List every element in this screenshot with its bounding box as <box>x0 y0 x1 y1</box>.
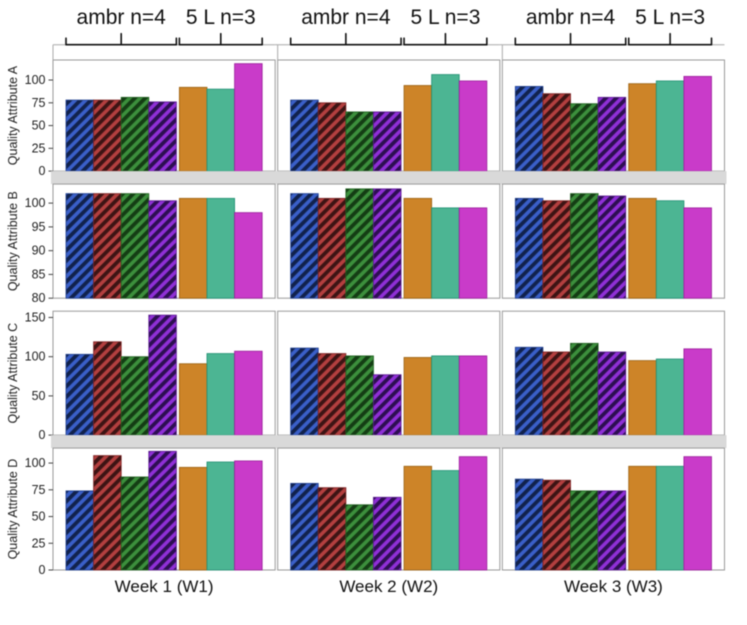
svg-text:90: 90 <box>32 244 46 258</box>
svg-text:Week 3 (W3): Week 3 (W3) <box>564 577 663 596</box>
svg-text:Week 1 (W1): Week 1 (W1) <box>115 577 214 596</box>
svg-text:Quality Attribute C: Quality Attribute C <box>6 323 20 424</box>
svg-text:100: 100 <box>25 350 46 364</box>
svg-text:100: 100 <box>25 196 46 210</box>
svg-text:50: 50 <box>32 389 46 403</box>
svg-text:95: 95 <box>32 220 46 234</box>
svg-text:85: 85 <box>32 267 46 281</box>
svg-text:75: 75 <box>32 483 46 497</box>
svg-text:5 L n=3: 5 L n=3 <box>635 6 705 29</box>
svg-text:0: 0 <box>39 164 46 178</box>
svg-text:Quality Attribute A: Quality Attribute A <box>6 65 20 165</box>
svg-text:150: 150 <box>25 310 46 324</box>
svg-text:Quality Attribute B: Quality Attribute B <box>6 191 20 291</box>
svg-text:50: 50 <box>32 510 46 524</box>
svg-text:50: 50 <box>32 119 46 133</box>
svg-text:5 L n=3: 5 L n=3 <box>186 6 256 29</box>
svg-text:5 L n=3: 5 L n=3 <box>411 6 481 29</box>
svg-text:Quality Attribute D: Quality Attribute D <box>6 459 20 560</box>
svg-text:ambr n=4: ambr n=4 <box>526 6 616 29</box>
svg-text:Week 2 (W2): Week 2 (W2) <box>339 577 438 596</box>
svg-text:0: 0 <box>39 428 46 442</box>
svg-text:ambr n=4: ambr n=4 <box>301 6 391 29</box>
svg-text:100: 100 <box>25 73 46 87</box>
svg-text:80: 80 <box>32 291 46 305</box>
svg-text:25: 25 <box>32 141 46 155</box>
svg-text:ambr n=4: ambr n=4 <box>77 6 167 29</box>
svg-text:100: 100 <box>25 456 46 470</box>
svg-text:25: 25 <box>32 536 46 550</box>
svg-text:0: 0 <box>39 563 46 577</box>
svg-text:75: 75 <box>32 96 46 110</box>
